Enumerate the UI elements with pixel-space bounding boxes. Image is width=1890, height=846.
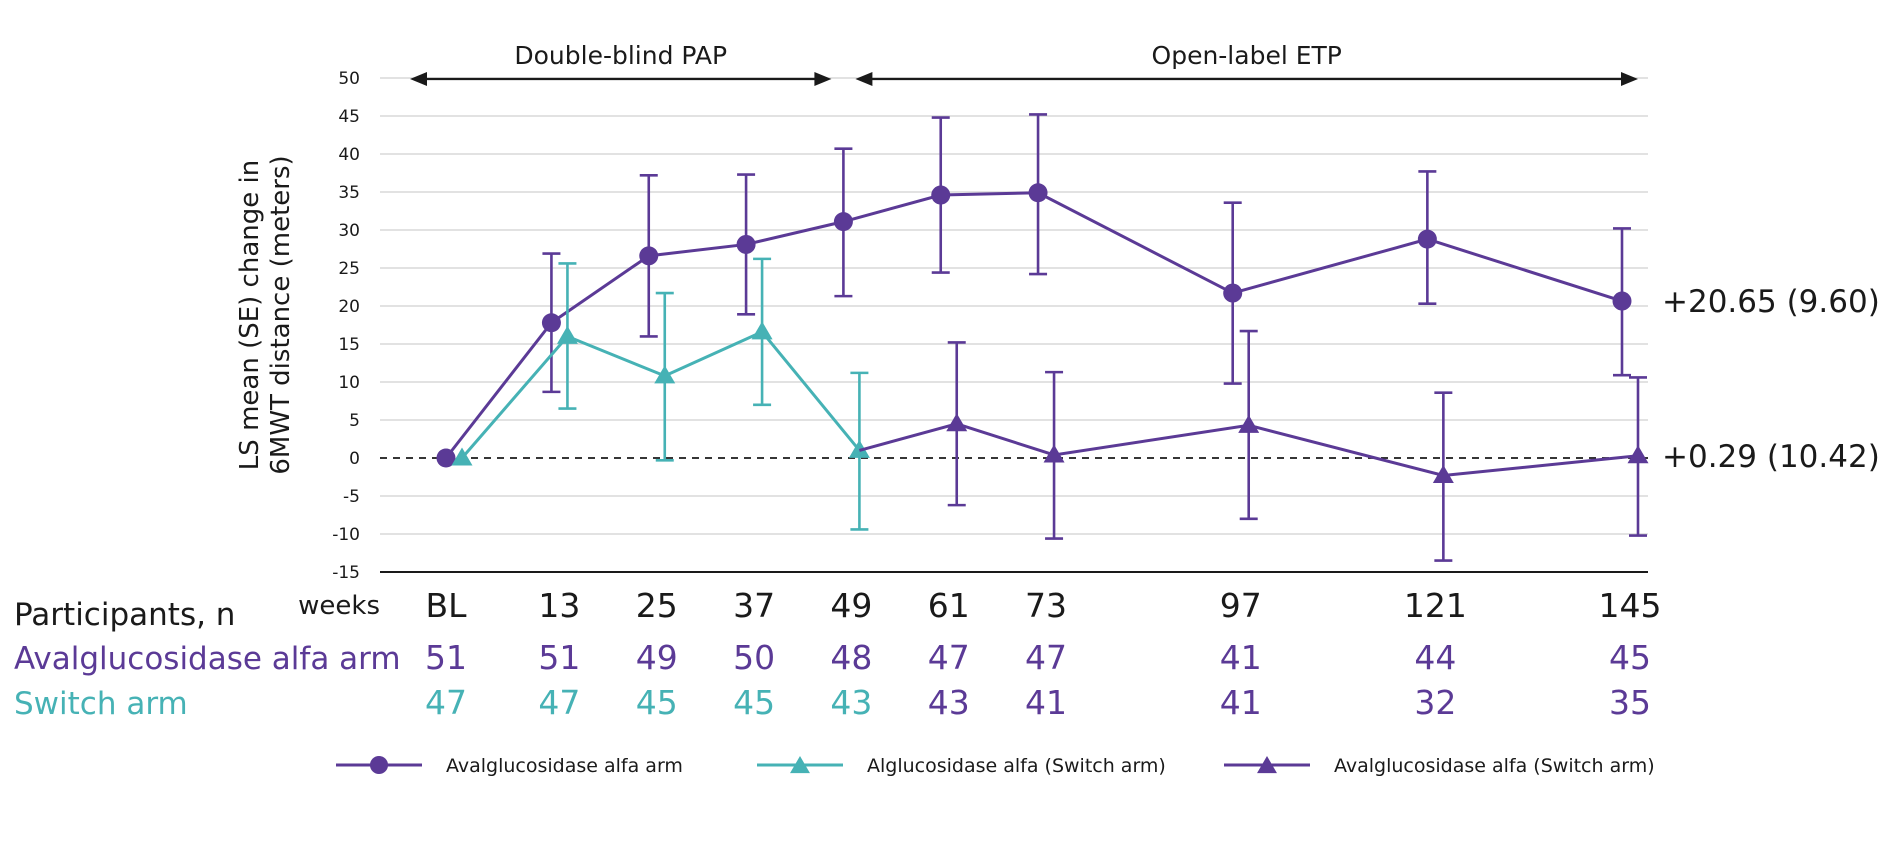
x-axis-label: weeks bbox=[298, 591, 380, 621]
participants-count: 47 bbox=[538, 683, 580, 722]
series-line bbox=[444, 191, 1623, 459]
participants-count: 44 bbox=[1414, 638, 1456, 677]
x-axis: BL 13 25 37 49 61 73 97 121 145 bbox=[425, 586, 1661, 625]
x-tick-label: 25 bbox=[636, 586, 678, 625]
y-tick-label: -10 bbox=[332, 525, 360, 545]
data-point bbox=[1417, 229, 1437, 249]
legend-label: Avalglucosidase alfa (Switch arm) bbox=[1334, 755, 1655, 777]
data-point bbox=[1028, 183, 1048, 203]
legend-marker bbox=[369, 755, 389, 775]
data-point bbox=[541, 313, 561, 333]
y-tick-label: 45 bbox=[338, 107, 360, 127]
participants-count: 45 bbox=[1609, 638, 1651, 677]
participants-count: 41 bbox=[1025, 683, 1067, 722]
data-point bbox=[1432, 464, 1454, 483]
data-point bbox=[1612, 291, 1632, 311]
y-tick-label: 10 bbox=[338, 373, 360, 393]
x-tick-label: 37 bbox=[733, 586, 775, 625]
legend-label: Alglucosidase alfa (Switch arm) bbox=[867, 755, 1166, 777]
x-tick-label: 121 bbox=[1404, 586, 1467, 625]
data-point bbox=[946, 413, 968, 432]
series-line bbox=[460, 329, 861, 459]
y-axis-label-line-2: 6MWT distance (meters) bbox=[266, 155, 296, 474]
y-axis-label-line-1: LS mean (SE) change in bbox=[235, 160, 265, 470]
end-labels: +20.65 (9.60) +0.29 (10.42) bbox=[1662, 284, 1880, 475]
y-tick-label: 20 bbox=[338, 297, 360, 317]
participants-count: 41 bbox=[1220, 638, 1262, 677]
data-point bbox=[556, 325, 578, 344]
data-point bbox=[639, 246, 659, 266]
participants-count: 47 bbox=[928, 638, 970, 677]
y-tick-label: 50 bbox=[338, 69, 360, 89]
data-point bbox=[654, 365, 676, 384]
participants-count: 47 bbox=[1025, 638, 1067, 677]
participants-count: 35 bbox=[1609, 683, 1651, 722]
legend: Avalglucosidase alfa arm Alglucosidase al… bbox=[336, 755, 1655, 777]
participants-count: 43 bbox=[928, 683, 970, 722]
y-tick-label: 25 bbox=[338, 259, 360, 279]
participants-row-label: Avalglucosidase alfa arm bbox=[14, 641, 401, 677]
x-tick-label: 145 bbox=[1599, 586, 1662, 625]
series bbox=[436, 113, 1649, 562]
participants-count: 51 bbox=[425, 638, 467, 677]
period-label: Open-label ETP bbox=[1152, 41, 1342, 70]
legend-label: Avalglucosidase alfa arm bbox=[446, 755, 683, 777]
participants-count: 43 bbox=[830, 683, 872, 722]
period-arrows: Double-blind PAP Open-label ETP bbox=[410, 41, 1638, 86]
x-tick-label: 73 bbox=[1025, 586, 1067, 625]
end-value-label: +0.29 (10.42) bbox=[1662, 439, 1880, 475]
participants-table: Participants, n Avalglucosidase alfa arm 5… bbox=[14, 597, 1651, 722]
x-tick-label: 97 bbox=[1220, 586, 1262, 625]
data-point bbox=[751, 321, 773, 340]
data-point bbox=[931, 185, 951, 205]
data-point bbox=[451, 447, 473, 466]
data-point bbox=[1238, 414, 1260, 433]
period-arrowhead-left bbox=[410, 72, 427, 86]
y-tick-label: 30 bbox=[338, 221, 360, 241]
data-point bbox=[833, 212, 853, 232]
x-tick-label: 61 bbox=[928, 586, 970, 625]
participants-count: 49 bbox=[636, 638, 678, 677]
grid bbox=[380, 77, 1648, 573]
y-tick-label: 35 bbox=[338, 183, 360, 203]
x-tick-label: BL bbox=[425, 586, 467, 625]
participants-count: 50 bbox=[733, 638, 775, 677]
legend-marker bbox=[790, 756, 810, 774]
period-arrowhead-left bbox=[855, 72, 873, 86]
participants-count: 32 bbox=[1414, 683, 1456, 722]
series-3 bbox=[859, 329, 1649, 562]
y-tick-label: -15 bbox=[332, 563, 360, 583]
participants-title: Participants, n bbox=[14, 597, 235, 633]
participants-count: 48 bbox=[830, 638, 872, 677]
series-1 bbox=[436, 113, 1632, 468]
data-point bbox=[1627, 445, 1649, 464]
period-arrowhead-right bbox=[1621, 72, 1638, 86]
y-tick-label: 40 bbox=[338, 145, 360, 165]
participants-count: 45 bbox=[636, 683, 678, 722]
participants-count: 45 bbox=[733, 683, 775, 722]
data-point bbox=[1043, 444, 1065, 463]
series-line bbox=[859, 422, 1639, 477]
participants-count: 47 bbox=[425, 683, 467, 722]
series-2 bbox=[451, 257, 870, 531]
data-point bbox=[736, 234, 756, 254]
y-tick-label: 5 bbox=[349, 411, 360, 431]
x-tick-label: 13 bbox=[538, 586, 580, 625]
data-point bbox=[436, 448, 456, 468]
participants-count: 51 bbox=[538, 638, 580, 677]
x-tick-label: 49 bbox=[830, 586, 872, 625]
period-label: Double-blind PAP bbox=[514, 41, 727, 70]
data-point bbox=[1223, 283, 1243, 303]
legend-marker bbox=[1257, 756, 1277, 774]
participants-row-label: Switch arm bbox=[14, 686, 188, 722]
y-tick-label: -5 bbox=[343, 487, 360, 507]
y-tick-label: 0 bbox=[349, 449, 360, 469]
participants-count: 41 bbox=[1220, 683, 1262, 722]
y-tick-label: 15 bbox=[338, 335, 360, 355]
end-value-label: +20.65 (9.60) bbox=[1662, 284, 1880, 320]
period-arrowhead-right bbox=[814, 72, 832, 86]
